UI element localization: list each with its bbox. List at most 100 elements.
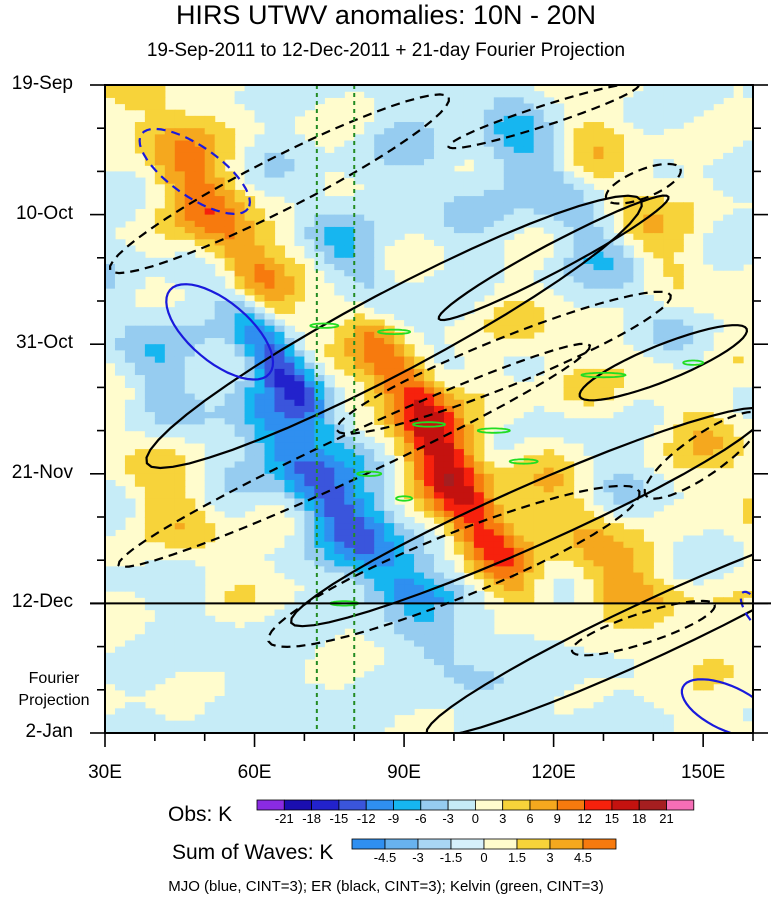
field-cell	[513, 479, 525, 487]
field-cell	[284, 498, 296, 506]
field-cell	[224, 220, 236, 228]
field-cell	[214, 171, 226, 179]
field-cell	[124, 455, 136, 463]
field-cell	[453, 689, 465, 697]
field-cell	[553, 473, 565, 481]
field-cell	[633, 547, 644, 555]
field-cell	[214, 214, 226, 222]
field-cell	[124, 708, 136, 716]
field-cell	[573, 658, 585, 666]
field-cell	[105, 276, 116, 284]
field-cell	[603, 301, 615, 308]
field-cell	[304, 603, 315, 611]
field-cell	[264, 498, 276, 506]
field-cell	[244, 177, 256, 185]
field-cell	[264, 85, 276, 92]
field-cell	[234, 319, 246, 327]
field-cell	[154, 523, 166, 530]
field-cell	[344, 591, 355, 598]
field-cell	[374, 615, 385, 623]
field-cell	[254, 455, 266, 463]
field-cell	[633, 473, 644, 481]
field-cell	[194, 159, 206, 166]
field-cell	[433, 498, 445, 506]
field-cell	[404, 171, 415, 179]
field-cell	[643, 609, 654, 617]
field-cell	[414, 226, 425, 234]
field-cell	[204, 708, 216, 716]
field-cell	[673, 541, 684, 549]
field-cell	[493, 239, 505, 247]
field-cell	[184, 424, 196, 432]
field-cell	[473, 461, 485, 469]
field-cell	[543, 702, 555, 709]
field-cell	[404, 226, 415, 234]
field-cell	[264, 134, 276, 142]
field-cell	[424, 665, 435, 672]
field-cell	[593, 251, 605, 259]
field-cell	[105, 171, 116, 179]
field-cell	[394, 609, 405, 617]
field-cell	[324, 461, 335, 469]
field-cell	[414, 455, 425, 463]
field-cell	[324, 226, 335, 234]
field-cell	[384, 615, 395, 623]
field-cell	[374, 628, 385, 635]
field-cell	[563, 597, 575, 604]
field-cell	[663, 115, 674, 123]
field-cell	[663, 85, 674, 92]
field-cell	[105, 239, 116, 247]
field-cell	[144, 399, 156, 407]
field-cell	[563, 658, 575, 666]
field-cell	[713, 177, 724, 185]
field-cell	[713, 442, 724, 450]
field-cell	[713, 220, 724, 228]
field-cell	[174, 473, 186, 481]
field-cell	[174, 640, 186, 648]
field-cell	[204, 338, 216, 345]
field-cell	[453, 152, 465, 160]
field-cell	[274, 547, 286, 555]
field-cell	[743, 245, 753, 253]
field-cell	[483, 257, 495, 265]
field-cell	[453, 683, 465, 691]
field-cell	[314, 430, 325, 438]
field-cell	[663, 220, 674, 228]
field-cell	[334, 442, 345, 450]
field-cell	[394, 442, 405, 450]
field-cell	[404, 294, 415, 302]
field-cell	[483, 671, 495, 679]
field-cell	[134, 344, 146, 351]
field-cell	[483, 609, 495, 617]
field-cell	[344, 294, 355, 302]
field-cell	[354, 214, 365, 222]
field-cell	[503, 331, 515, 339]
field-cell	[384, 282, 395, 290]
field-cell	[224, 467, 236, 475]
field-cell	[284, 381, 296, 388]
field-cell	[324, 467, 335, 475]
obs-colorbar-level-label: 18	[632, 811, 646, 826]
field-cell	[374, 621, 385, 629]
field-cell	[364, 591, 375, 598]
field-cell	[204, 270, 216, 277]
field-cell	[703, 436, 714, 444]
field-cell	[523, 683, 535, 691]
field-cell	[114, 350, 126, 358]
field-cell	[593, 449, 605, 456]
field-cell	[733, 263, 744, 271]
field-cell	[433, 128, 445, 135]
field-cell	[254, 331, 266, 339]
field-cell	[234, 375, 246, 382]
field-cell	[603, 245, 615, 253]
field-cell	[453, 356, 465, 364]
field-cell	[304, 615, 315, 623]
field-cell	[374, 677, 385, 685]
field-cell	[703, 245, 714, 253]
field-cell	[613, 591, 624, 598]
field-cell	[204, 319, 216, 327]
field-cell	[374, 479, 385, 487]
field-cell	[344, 214, 355, 222]
field-cell	[673, 226, 684, 234]
field-cell	[473, 628, 485, 635]
